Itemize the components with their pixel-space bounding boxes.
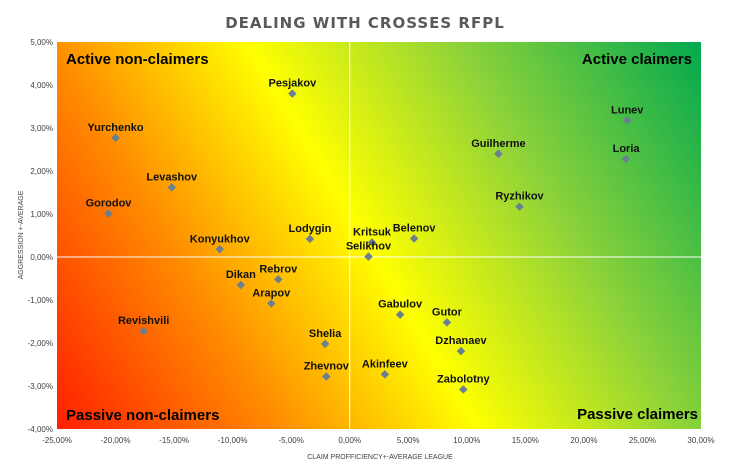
quadrant-label-bottom-left: Passive non-claimers	[66, 407, 219, 424]
data-point-marker	[367, 238, 377, 247]
data-points: Pesjakov Lunev Yurchenko Guilherme Loria Leva…	[86, 78, 644, 394]
x-axis-ticks: -25,00% -20,00% -15,00% -10,00% -5,00% 0,00% 5…	[42, 436, 714, 445]
data-point-label: Konyukhov	[190, 233, 251, 245]
data-point-marker	[139, 326, 148, 336]
x-tick-label: 25,00%	[629, 436, 656, 445]
plot-area	[57, 42, 701, 429]
data-point-marker	[305, 234, 315, 244]
y-axis-ticks: -4,00% -3,00% -2,00% -1,00% 0,00% 1,00% 2,00% 3…	[28, 38, 53, 434]
x-tick-label: -15,00%	[159, 436, 189, 445]
y-axis-label: AGGRESSION +-AVERAGE	[18, 190, 25, 279]
data-point-marker	[104, 209, 113, 218]
x-tick-label: -10,00%	[218, 436, 248, 445]
data-point-label: Pesjakov	[269, 78, 318, 90]
x-tick-label: 10,00%	[453, 436, 480, 445]
data-point-marker	[494, 149, 503, 159]
y-tick-label: -4,00%	[28, 425, 53, 434]
data-point-marker	[380, 370, 390, 379]
x-tick-label: 30,00%	[687, 436, 714, 445]
data-point-marker	[364, 252, 373, 261]
data-point-label: Zabolotny	[437, 373, 490, 385]
y-tick-label: 3,00%	[30, 124, 53, 133]
x-tick-label: 5,00%	[397, 436, 420, 445]
data-point-marker	[395, 310, 405, 319]
data-point-label: Guilherme	[471, 138, 525, 150]
quadrant-label-top-right: Active claimers	[582, 51, 692, 68]
x-tick-label: -25,00%	[42, 436, 72, 445]
y-tick-label: 4,00%	[30, 81, 53, 90]
data-point-marker	[320, 339, 330, 349]
y-tick-label: 0,00%	[30, 253, 53, 262]
data-point-label: Shelia	[309, 328, 342, 340]
data-point-marker	[267, 299, 276, 308]
data-point-marker	[167, 183, 176, 192]
chart-title: DEALING WITH CROSSES RFPL	[225, 14, 505, 32]
y-tick-label: 1,00%	[30, 210, 53, 219]
data-point-marker	[111, 133, 120, 143]
x-tick-label: 0,00%	[338, 436, 361, 445]
x-tick-label: -5,00%	[279, 436, 304, 445]
y-tick-label: 2,00%	[30, 167, 53, 176]
x-tick-label: -20,00%	[101, 436, 131, 445]
data-point-marker	[409, 234, 419, 243]
x-tick-label: 20,00%	[570, 436, 597, 445]
data-point-marker	[288, 89, 297, 98]
data-point-label: Yurchenko	[87, 122, 144, 134]
data-point-label: Zhevnov	[304, 361, 350, 373]
data-point-label: Lunev	[611, 104, 644, 116]
data-point-marker	[236, 280, 246, 290]
quadrant-label-bottom-right: Passive claimers	[577, 406, 698, 423]
data-point-label: Gabulov	[378, 299, 423, 311]
data-point-label: Ryzhikov	[495, 191, 544, 203]
data-point-label: Kritsuk	[353, 226, 392, 238]
data-point-marker	[322, 372, 331, 381]
data-point-label: Revishvili	[118, 315, 169, 327]
y-tick-label: 5,00%	[30, 38, 53, 47]
data-point-label: Loria	[613, 143, 641, 155]
data-point-marker	[459, 385, 468, 394]
data-point-label: Akinfeev	[362, 358, 409, 370]
x-axis-label: CLAIM PROFFICIENCY+-AVERAGE LEAGUE	[307, 454, 453, 461]
data-point-marker	[442, 318, 452, 327]
data-point-label: Dikan	[226, 269, 256, 281]
data-point-label: Arapov	[252, 287, 291, 299]
data-point-label: Lodygin	[289, 223, 332, 235]
data-point-label: Dzhanaev	[435, 335, 487, 347]
x-tick-label: 15,00%	[512, 436, 539, 445]
data-point-marker	[274, 275, 283, 284]
data-point-label: Selikhov	[346, 241, 392, 253]
data-point-label: Levashov	[146, 171, 198, 183]
data-point-label: Rebrov	[259, 263, 298, 275]
quadrant-label-top-left: Active non-claimers	[66, 51, 209, 68]
y-tick-label: -2,00%	[28, 339, 53, 348]
y-tick-label: -3,00%	[28, 382, 53, 391]
data-point-label: Belenov	[393, 223, 437, 235]
y-tick-label: -1,00%	[28, 296, 53, 305]
data-point-marker	[456, 346, 466, 356]
data-point-label: Gorodov	[86, 198, 133, 210]
data-point-marker	[215, 245, 224, 254]
data-point-label: Gutor	[432, 306, 463, 318]
